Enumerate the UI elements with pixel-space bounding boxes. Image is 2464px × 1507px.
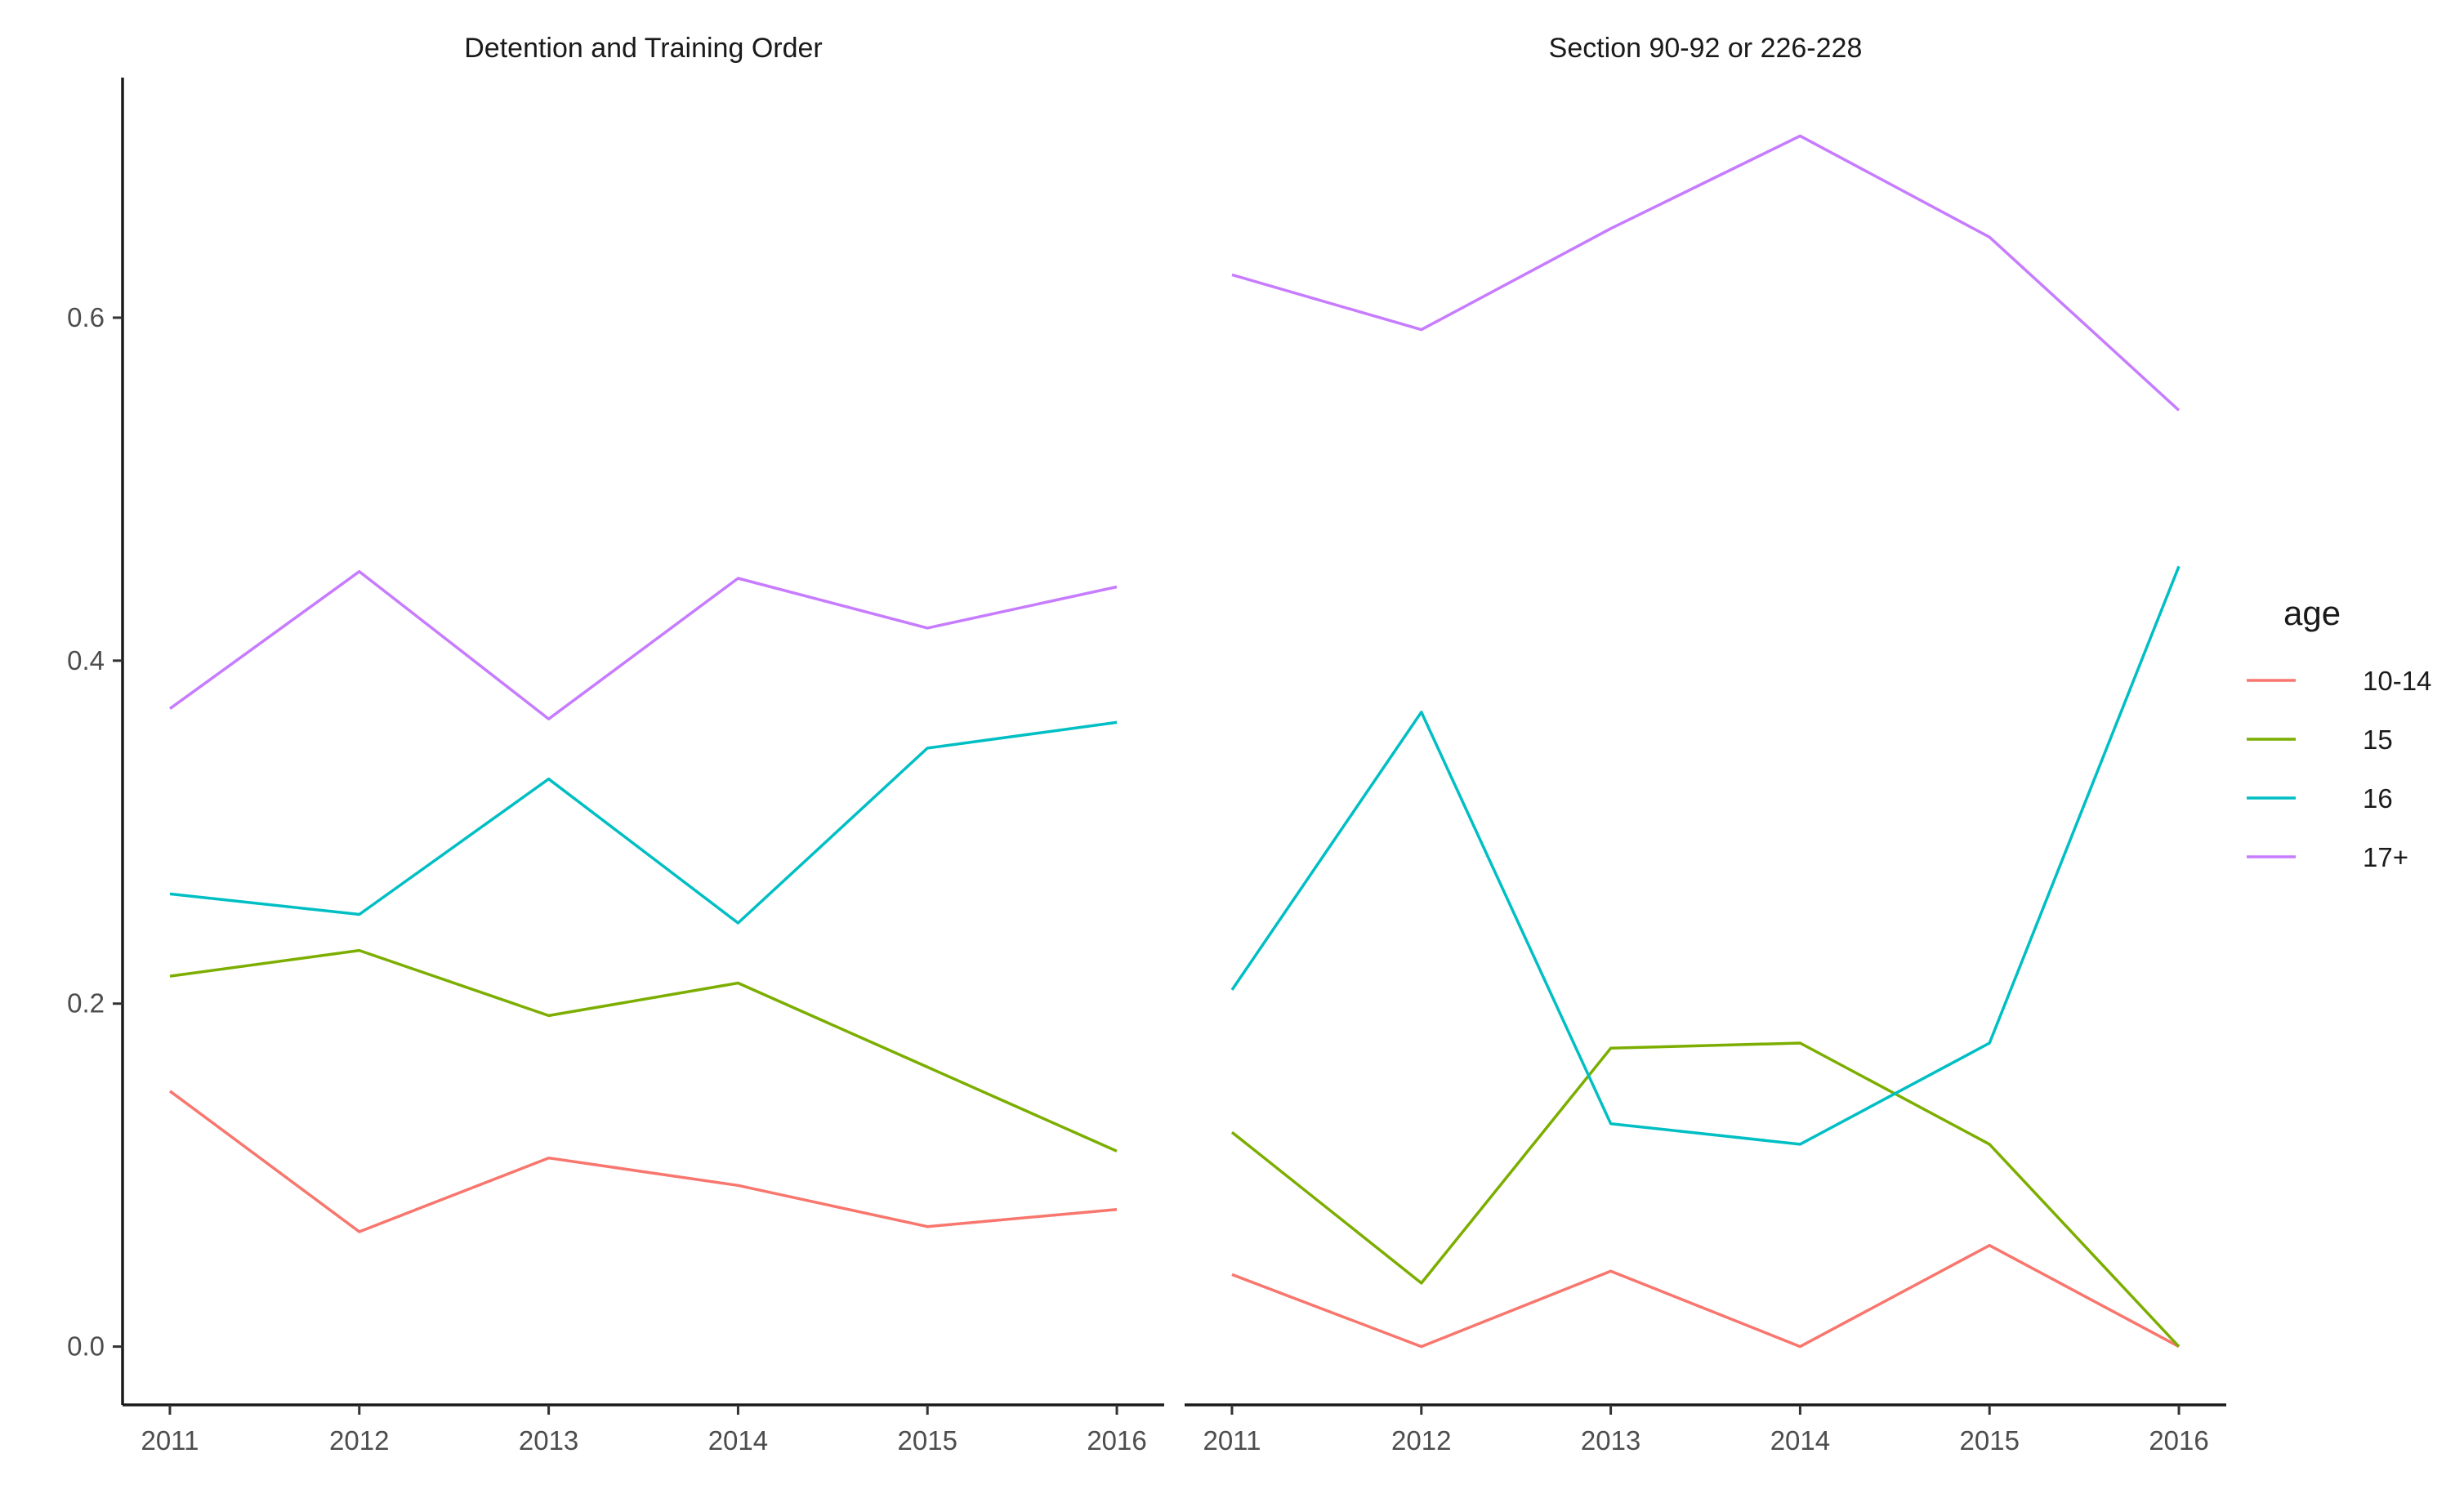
facet-panel-1: Detention and Training Order 2011 2012 2013… (67, 33, 1164, 1456)
x-tick-label: 2016 (2149, 1425, 2208, 1456)
legend-item-16: 16 (2247, 783, 2393, 814)
legend: age 10-14 15 16 17+ (2247, 594, 2431, 872)
legend-label: 16 (2363, 783, 2393, 814)
legend-title: age (2283, 594, 2341, 632)
x-tick-label: 2015 (1960, 1425, 2020, 1456)
facets-layer: Detention and Training Order 2011 2012 2013… (67, 33, 2226, 1456)
x-tick-label: 2014 (1770, 1425, 1830, 1456)
y-tick-label: 0.0 (67, 1331, 105, 1362)
legend-label: 10-14 (2363, 666, 2431, 696)
x-tick-label: 2011 (1203, 1425, 1261, 1456)
x-tick-label: 2013 (519, 1425, 578, 1456)
x-tick-label: 2012 (329, 1425, 389, 1456)
y-tick-label: 0.4 (67, 645, 105, 675)
series-line-17+ (168, 569, 1118, 720)
y-tick-label: 0.2 (67, 988, 105, 1019)
legend-label: 17+ (2363, 842, 2408, 872)
legend-item-15: 15 (2247, 725, 2393, 755)
y-tick-label: 0.6 (67, 302, 105, 332)
facet-title: Detention and Training Order (464, 33, 822, 64)
series-line-10-14 (1231, 1243, 2180, 1349)
legend-item-17+: 17+ (2247, 842, 2408, 872)
facet-panel-2: Section 90-92 or 226-228 2011 2012 2013 2014… (1185, 33, 2226, 1456)
series-line-16 (169, 720, 1118, 925)
series-line-17+ (1231, 134, 2181, 412)
series-line-15 (169, 948, 1118, 1153)
facet-title: Section 90-92 or 226-228 (1549, 33, 1863, 64)
x-tick-label: 2015 (898, 1425, 957, 1456)
series-line-15 (1230, 1041, 2181, 1348)
legend-item-10-14: 10-14 (2247, 666, 2431, 696)
x-tick-label: 2016 (1087, 1425, 1146, 1456)
legend-label: 15 (2363, 725, 2393, 755)
x-tick-label: 2014 (708, 1425, 768, 1456)
x-tick-label: 2012 (1391, 1425, 1451, 1456)
series-line-10-14 (168, 1090, 1118, 1233)
x-tick-label: 2011 (141, 1425, 199, 1456)
x-tick-label: 2013 (1581, 1425, 1640, 1456)
series-line-16 (1230, 565, 2181, 1146)
